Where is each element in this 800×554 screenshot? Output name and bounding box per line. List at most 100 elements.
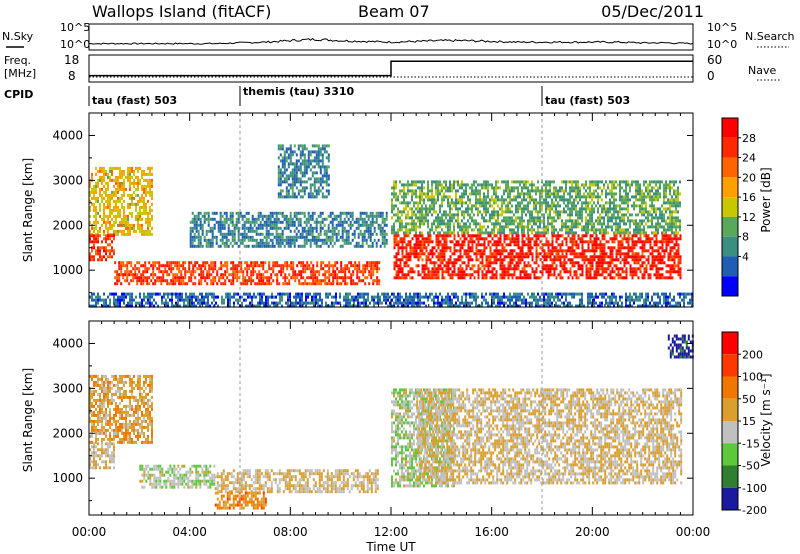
heatmap-cell [131, 214, 133, 218]
heatmap-cell [366, 264, 369, 268]
heatmap-cell [370, 264, 373, 268]
heatmap-cell [501, 201, 503, 205]
heatmap-cell [537, 201, 539, 205]
heatmap-cell [337, 223, 340, 227]
heatmap-cell [433, 198, 435, 202]
heatmap-cell [341, 232, 344, 236]
heatmap-cell [513, 243, 516, 247]
heatmap-cell [493, 216, 495, 220]
heatmap-cell [291, 241, 294, 245]
heatmap-cell [589, 222, 591, 226]
heatmap-cell [247, 235, 250, 239]
heatmap-cell [243, 244, 246, 248]
heatmap-cell [663, 225, 665, 229]
heatmap-cell [276, 276, 279, 280]
heatmap-cell [316, 279, 319, 283]
heatmap-cell [397, 231, 399, 235]
heatmap-cell [495, 222, 497, 226]
heatmap-cell [445, 222, 447, 226]
heatmap-cell [639, 186, 641, 190]
heatmap-cell [361, 211, 364, 215]
nsearch-label: N.Search [745, 30, 795, 43]
heatmap-cell [323, 241, 326, 245]
heatmap-cell [417, 207, 419, 211]
heatmap-cell [555, 207, 557, 211]
heatmap-cell [459, 258, 462, 262]
heatmap-cell [569, 216, 571, 220]
heatmap-cell [527, 195, 529, 199]
heatmap-cell [292, 264, 295, 268]
heatmap-cell [234, 276, 237, 280]
heatmap-cell [269, 238, 272, 242]
heatmap-cell [285, 150, 288, 154]
heatmap-cell [419, 189, 421, 193]
heatmap-cell [203, 211, 206, 215]
heatmap-cell [191, 238, 194, 242]
heatmap-cell [479, 204, 481, 208]
heatmap-cell [467, 246, 470, 250]
heatmap-cell [120, 282, 123, 286]
heatmap-cell [505, 225, 507, 229]
heatmap-cell [439, 240, 442, 244]
nsky-panel-frame [88, 23, 694, 51]
heatmap-cell [241, 214, 244, 218]
heatmap-cell [395, 198, 397, 202]
heatmap-cell [217, 226, 220, 230]
heatmap-cell [573, 186, 575, 190]
heatmap-cell [241, 238, 244, 242]
heatmap-cell [162, 276, 165, 280]
heatmap-cell [397, 276, 400, 280]
heatmap-cell [286, 267, 289, 271]
heatmap-cell [137, 223, 139, 227]
heatmap-cell [267, 223, 270, 227]
heatmap-cell [621, 219, 623, 223]
heatmap-cell [405, 243, 408, 247]
heatmap-cell [585, 249, 588, 253]
heatmap-cell [501, 276, 504, 280]
heatmap-cell [451, 207, 453, 211]
heatmap-cell [291, 171, 294, 175]
heatmap-cell [393, 225, 395, 229]
heatmap-cell [467, 219, 469, 223]
heatmap-cell [350, 273, 353, 277]
heatmap-cell [637, 225, 639, 229]
heatmap-cell [499, 207, 501, 211]
heatmap-cell [677, 198, 679, 202]
heatmap-cell [305, 180, 308, 184]
heatmap-cell [523, 255, 526, 259]
heatmap-cell [461, 195, 463, 199]
heatmap-cell [539, 198, 541, 202]
heatmap-cell [215, 235, 218, 239]
heatmap-cell [315, 217, 318, 221]
heatmap-cell [401, 183, 403, 187]
heatmap-cell [591, 249, 594, 253]
heatmap-cell [619, 189, 621, 193]
heatmap-cell [242, 273, 245, 277]
heatmap-cell [441, 261, 444, 265]
heatmap-cell [395, 219, 397, 223]
heatmap-cell [497, 198, 499, 202]
heatmap-cell [623, 216, 625, 220]
heatmap-cell [368, 282, 371, 286]
heatmap-cell [407, 270, 410, 274]
heatmap-cell [265, 220, 268, 224]
heatmap-cell [645, 204, 647, 208]
heatmap-cell [287, 244, 290, 248]
heatmap-cell [327, 177, 330, 181]
heatmap-cell [195, 244, 198, 248]
heatmap-cell [591, 261, 594, 265]
heatmap-cell [599, 231, 601, 235]
heatmap-cell [599, 213, 601, 217]
heatmap-cell [475, 207, 477, 211]
heatmap-cell [395, 231, 397, 235]
heatmap-cell [293, 183, 296, 187]
heatmap-cell [381, 226, 384, 230]
heatmap-cell [595, 195, 597, 199]
heatmap-cell [160, 276, 163, 280]
heatmap-cell [445, 216, 447, 220]
nsky-tick-top: 10^5 [60, 21, 90, 34]
heatmap-cell [407, 189, 409, 193]
heatmap-cell [439, 255, 442, 259]
heatmap-cell [577, 189, 579, 193]
heatmap-cell [401, 195, 403, 199]
